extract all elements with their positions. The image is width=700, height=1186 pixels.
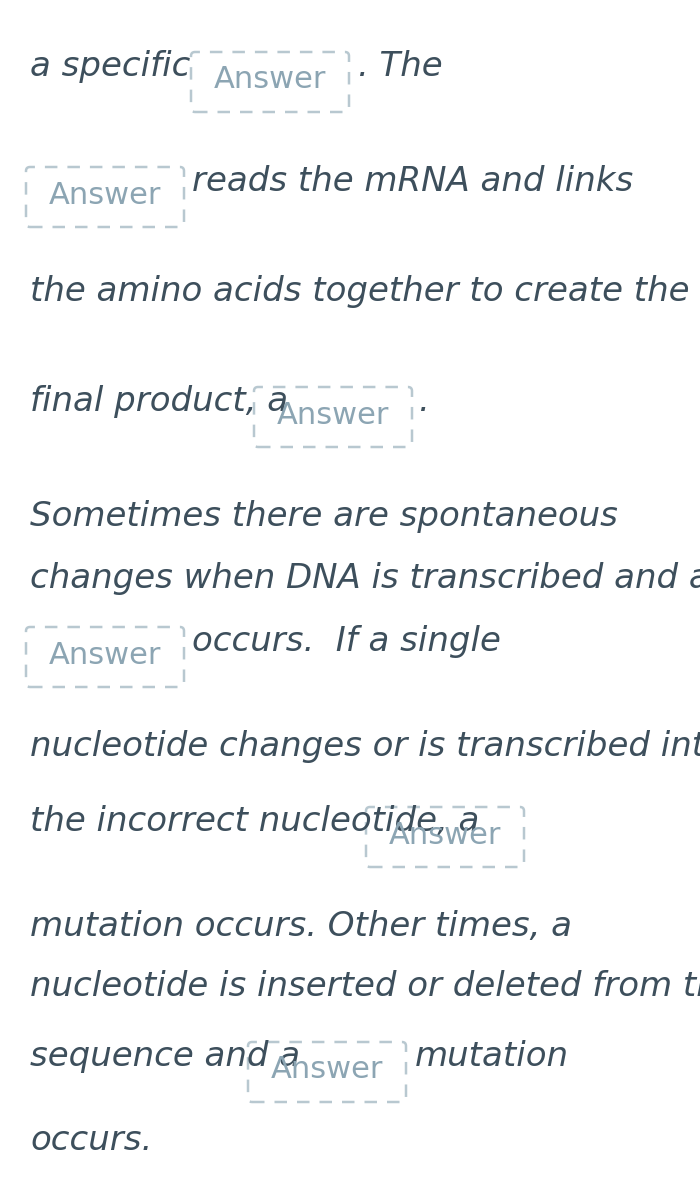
Text: .: .: [418, 385, 428, 417]
Text: Answer: Answer: [214, 65, 326, 95]
Text: mutation occurs. Other times, a: mutation occurs. Other times, a: [30, 910, 572, 943]
Text: Answer: Answer: [276, 401, 389, 429]
Text: changes when DNA is transcribed and a: changes when DNA is transcribed and a: [30, 562, 700, 595]
Text: . The: . The: [358, 50, 442, 83]
Text: the amino acids together to create the: the amino acids together to create the: [30, 275, 690, 308]
Text: Answer: Answer: [49, 640, 161, 670]
Text: reads the mRNA and links: reads the mRNA and links: [192, 165, 634, 198]
Text: final product, a: final product, a: [30, 385, 288, 417]
Text: the incorrect nucleotide, a: the incorrect nucleotide, a: [30, 805, 480, 839]
Text: Answer: Answer: [49, 180, 161, 210]
Text: nucleotide is inserted or deleted from the: nucleotide is inserted or deleted from t…: [30, 970, 700, 1003]
Text: mutation: mutation: [415, 1040, 569, 1073]
Text: occurs.  If a single: occurs. If a single: [192, 625, 501, 658]
Text: Answer: Answer: [271, 1056, 384, 1084]
Text: nucleotide changes or is transcribed into: nucleotide changes or is transcribed int…: [30, 731, 700, 763]
Text: Answer: Answer: [389, 821, 501, 849]
Text: occurs.: occurs.: [30, 1124, 153, 1158]
Text: a specific: a specific: [30, 50, 190, 83]
Text: sequence and a: sequence and a: [30, 1040, 300, 1073]
Text: Sometimes there are spontaneous: Sometimes there are spontaneous: [30, 500, 618, 533]
